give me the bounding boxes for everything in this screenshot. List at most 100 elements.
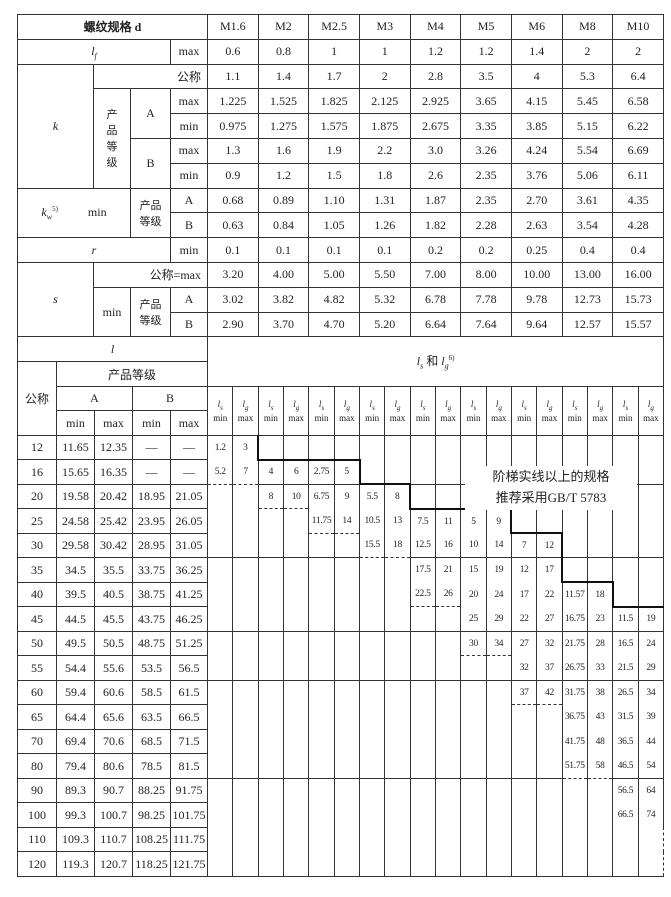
ls-min-cell: 26.75 — [561, 655, 588, 681]
ls-min-cell — [409, 435, 437, 460]
ls-min-cell — [207, 729, 234, 754]
lg-max-cell — [333, 827, 361, 852]
ls-min-cell — [257, 802, 285, 828]
value-cell: 0.4 — [612, 237, 664, 263]
value-cell: 0.1 — [257, 237, 310, 263]
length-tolerance: 40.5 — [94, 581, 133, 608]
lg-max-cell — [536, 851, 563, 877]
ls-min-cell: 2.75 — [308, 458, 335, 485]
min-label: min — [170, 162, 208, 189]
ls-min-cell — [611, 582, 639, 607]
l-label: l — [16, 337, 209, 363]
ls-min-cell — [257, 679, 285, 705]
value-cell: 7.00 — [409, 261, 462, 288]
lg-max-header-M5: lg max — [485, 385, 512, 436]
note-line-2: 推荐采用GB/T 5783 — [495, 490, 607, 505]
value-cell: 2.35 — [460, 162, 512, 189]
ls-min-cell — [359, 679, 386, 705]
ls-min-cell: 1.2 — [207, 435, 234, 460]
ls-min-cell — [257, 606, 285, 632]
ls-min-cell: 22.5 — [409, 582, 437, 607]
lg-max-cell: 18 — [384, 533, 411, 558]
value-cell: 0.84 — [257, 212, 310, 239]
lg-max-cell: 18 — [586, 581, 614, 607]
length-tolerance: 15.65 — [56, 459, 95, 485]
nominal-length: 35 — [17, 557, 57, 583]
value-cell: 5.45 — [561, 88, 614, 115]
ls-min-cell: 12 — [510, 557, 538, 583]
lg-max-cell — [637, 483, 665, 509]
value-cell: 6.4 — [612, 63, 664, 90]
max-label: max — [169, 410, 209, 436]
lg-max-cell — [434, 630, 462, 656]
grade-b-label: B — [131, 385, 209, 412]
lg-max-cell: 48 — [586, 729, 614, 754]
lg-max-cell — [283, 753, 310, 779]
length-row: 50 49.5 50.5 48.75 51.25 30 34 27 32 21.75 28 16.5 2… — [17, 630, 665, 657]
ls-min-cell — [257, 704, 285, 730]
value-cell: 9.64 — [510, 311, 563, 338]
lg-max-cell: 22 — [536, 582, 563, 607]
lg-max-cell — [485, 851, 512, 877]
lg-max-cell — [232, 753, 259, 779]
length-tolerance: 121.75 — [169, 851, 209, 877]
nominal-length: 120 — [17, 851, 57, 877]
s-label: s — [17, 261, 94, 338]
lg-max-cell — [333, 802, 361, 828]
length-tolerance: 53.5 — [132, 655, 171, 681]
lg-max-cell — [485, 679, 512, 705]
value-cell: 2.8 — [409, 63, 462, 90]
value-cell: 0.1 — [207, 237, 259, 263]
staircase-note: 阶梯实线以上的规格 推荐采用GB/T 5783 — [465, 466, 637, 510]
length-tolerance: 24.58 — [56, 508, 95, 534]
lg-max-cell: 44 — [637, 729, 665, 754]
length-tolerance: 29.58 — [56, 532, 95, 559]
ls-min-cell: 17 — [510, 582, 538, 607]
ls-min-cell — [409, 679, 437, 705]
nominal-length: 25 — [17, 508, 57, 534]
lg-max-cell: 11 — [434, 507, 462, 534]
value-cell: 1.9 — [308, 137, 360, 164]
ls-min-cell: 20 — [460, 582, 487, 607]
value-cell: 1.1 — [207, 63, 259, 90]
ls-min-header-M3: ls min — [359, 385, 386, 436]
r-label: r — [17, 237, 171, 263]
ls-min-cell — [308, 851, 335, 877]
ls-min-header-M4: ls min — [409, 385, 437, 436]
ls-min-cell — [308, 582, 335, 607]
ls-min-cell: 4 — [257, 458, 285, 485]
ls-min-cell — [510, 704, 538, 730]
ls-min-cell — [510, 827, 538, 852]
lg-max-cell — [434, 483, 462, 509]
lg-max-cell — [232, 777, 259, 803]
value-cell: 0.9 — [207, 162, 259, 189]
ls-min-cell: 56.5 — [612, 777, 639, 803]
value-cell: 3.61 — [561, 187, 614, 214]
length-row: 60 59.4 60.6 58.5 61.5 37 42 31.75 38 26.5 34 — [17, 679, 665, 706]
ls-min-cell — [207, 777, 234, 803]
length-tolerance: 60.6 — [94, 679, 133, 706]
value-cell: 10.00 — [510, 261, 563, 288]
length-tolerance: 70.6 — [94, 728, 133, 755]
lg-max-cell — [434, 777, 462, 803]
ls-min-cell: 17.5 — [409, 557, 437, 583]
lg-max-cell — [637, 851, 665, 877]
min-label: min — [93, 286, 131, 338]
ls-min-cell — [257, 827, 285, 852]
lg-max-cell — [536, 802, 563, 828]
length-tolerance: 98.25 — [132, 802, 171, 828]
length-tolerance: 18.95 — [132, 483, 171, 510]
length-tolerance: 118.25 — [132, 851, 171, 877]
ls-min-cell: 46.5 — [612, 753, 639, 779]
ls-min-cell: 10 — [460, 533, 487, 558]
lg-max-cell — [384, 606, 411, 632]
ls-min-cell — [308, 802, 335, 828]
length-tolerance: 23.95 — [132, 508, 171, 534]
ls-min-cell — [561, 802, 588, 828]
value-cell: 2 — [612, 38, 664, 65]
lg-max-cell — [586, 802, 614, 828]
ls-min-header-M1.6: ls min — [207, 385, 234, 436]
length-row: 30 29.58 30.42 28.95 31.05 15.5 18 12.5 16 10 14 7 1… — [17, 532, 665, 559]
length-tolerance: 61.5 — [169, 679, 209, 706]
value-cell: 2.2 — [358, 137, 411, 164]
